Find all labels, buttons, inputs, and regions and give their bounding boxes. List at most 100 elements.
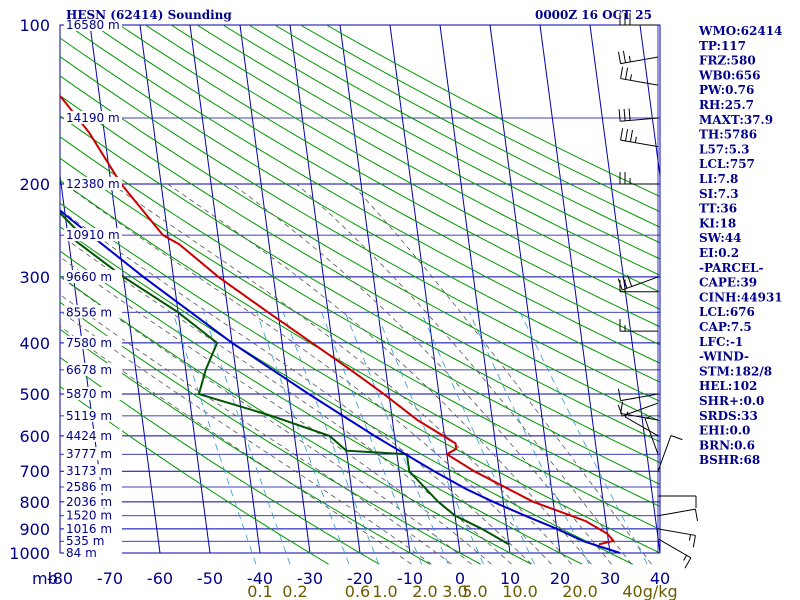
- height-label: 12380 m: [66, 177, 120, 191]
- pressure-tick-label: 800: [19, 493, 50, 512]
- wind-barb-flag: [684, 557, 692, 569]
- height-label: 3777 m: [66, 447, 112, 461]
- wind-barb-staff: [657, 435, 672, 472]
- dry-adiabat-line: [92, 25, 660, 346]
- wind-barb-staff: [622, 402, 659, 417]
- mixing-ratio-label: 20.0: [562, 582, 598, 600]
- wind-barb-staff: [657, 528, 696, 536]
- dry-adiabat-line: [247, 25, 660, 244]
- index-entry: -WIND-: [699, 350, 749, 364]
- pressure-tick-label: 300: [19, 268, 50, 287]
- height-label: 9660 m: [66, 270, 112, 284]
- index-entry: -PARCEL-: [699, 261, 764, 275]
- indices-panel: WMO:62414TP:117FRZ:580WB0:656PW:0.76RH:2…: [698, 24, 783, 467]
- temperature-tick-label: -10: [397, 569, 423, 588]
- temperature-tick-label: 20: [550, 569, 570, 588]
- index-entry: LFC:-1: [699, 335, 743, 349]
- wind-barb-half-flag: [624, 411, 629, 418]
- index-entry: KI:18: [699, 216, 736, 230]
- dry-adiabat-line: [60, 94, 660, 443]
- pressure-tick-label: 500: [19, 385, 50, 404]
- temperature-tick-label: -30: [297, 569, 323, 588]
- wind-barb-staff: [620, 78, 659, 86]
- wind-barb: [624, 411, 659, 437]
- moist-adiabat-line: [167, 183, 592, 565]
- wind-barb: [619, 279, 658, 293]
- index-entry: CAP:7.5: [699, 320, 752, 334]
- dry-adiabat-line: [60, 356, 380, 565]
- moist-adiabat-line: [231, 183, 612, 565]
- temperature-tick-label: -80: [47, 569, 73, 588]
- pressure-tick-label: 600: [19, 427, 50, 446]
- height-label-bg: [64, 408, 122, 422]
- temperature-tick-label: -40: [247, 569, 273, 588]
- height-label-bg: [64, 464, 122, 478]
- index-entry: PW:0.76: [699, 83, 754, 97]
- wind-barb-flag: [694, 509, 698, 522]
- pressure-tick-label: 1000: [9, 544, 50, 563]
- mixing-ratio-label: 1.0: [372, 582, 397, 600]
- index-entry: CINH:44931: [699, 290, 783, 304]
- index-entry: SRDS:33: [699, 409, 758, 423]
- isotherm-line: [189, 25, 261, 554]
- index-entry: STM:182/8: [699, 364, 772, 378]
- height-label: 3173 m: [66, 464, 112, 478]
- dry-adiabat-line: [60, 275, 532, 565]
- height-label-bg: [64, 362, 122, 376]
- wind-barb: [657, 528, 696, 548]
- index-entry: SHR+:0.0: [699, 394, 764, 408]
- wind-barb-half-flag: [628, 55, 631, 62]
- temperature-tick-label: 0: [455, 569, 465, 588]
- moist-adiabat-line: [60, 256, 492, 565]
- index-entry: FRZ:580: [699, 54, 756, 68]
- mixing-ratio-line: [376, 312, 484, 565]
- wind-barb: [618, 50, 659, 65]
- index-entry: EHI:0.0: [699, 424, 750, 438]
- index-entry: MAXT:37.9: [699, 113, 773, 127]
- wind-barb: [618, 108, 659, 122]
- index-entry: BRN:0.6: [699, 438, 755, 452]
- mixing-ratio-label: 0.1: [247, 582, 272, 600]
- height-label: 2586 m: [66, 480, 112, 494]
- wind-barb-staff: [657, 508, 696, 517]
- isotherm-line: [439, 25, 511, 554]
- wind-barb-half-flag: [634, 136, 637, 143]
- index-entry: L57:5.3: [699, 142, 749, 156]
- height-label: 16580 m: [66, 18, 120, 32]
- height-label-bg: [64, 494, 122, 508]
- height-label-bg: [64, 480, 122, 494]
- pressure-tick-label: 900: [19, 520, 50, 539]
- height-label: 4424 m: [66, 429, 112, 443]
- dry-adiabat-line: [60, 328, 431, 565]
- wind-barb: [644, 415, 659, 455]
- height-label: 5119 m: [66, 409, 112, 423]
- height-label-bg: [64, 546, 122, 559]
- station-title: HESN (62414) Sounding: [66, 8, 232, 22]
- wind-barb: [658, 495, 697, 509]
- wind-barb-flag: [628, 108, 631, 121]
- mixing-ratio-label: 3.0: [442, 582, 467, 600]
- wind-barb-flag: [670, 435, 683, 441]
- wind-barb-flag: [625, 67, 629, 80]
- wind-barb-half-flag: [688, 534, 691, 541]
- pressure-tick-label: 100: [19, 16, 50, 35]
- pressure-tick-label: 400: [19, 334, 50, 353]
- index-entry: WB0:656: [698, 68, 760, 82]
- wind-barb-flag: [620, 401, 624, 414]
- wind-barb-flag: [617, 404, 623, 417]
- wind-barb-flag: [618, 388, 622, 401]
- height-label-bg: [64, 110, 122, 124]
- moist-adiabat-line: [60, 234, 512, 565]
- mixing-ratio-line: [172, 312, 257, 565]
- dry-adiabat-line: [60, 385, 329, 565]
- wind-barb: [619, 13, 658, 26]
- height-label-bg: [64, 534, 122, 548]
- mixing-ratio-line: [203, 312, 291, 565]
- index-entry: TH:5786: [699, 128, 757, 142]
- mixing-ratio-line: [519, 312, 648, 565]
- dry-adiabat-line: [60, 37, 660, 383]
- index-entry: LI:7.8: [699, 172, 738, 186]
- height-label: 1016 m: [66, 522, 112, 536]
